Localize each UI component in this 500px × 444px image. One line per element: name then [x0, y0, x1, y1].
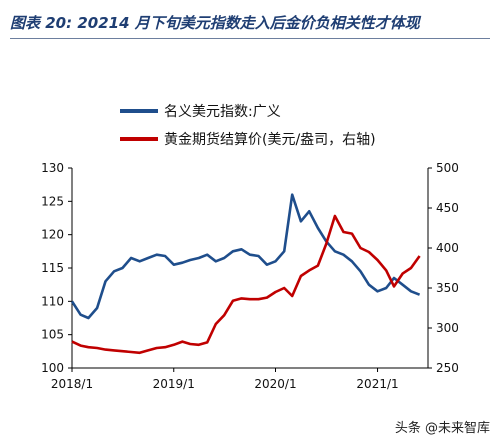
x-tick-label: 2020/1: [254, 377, 296, 391]
y-tick-label-left: 130: [41, 161, 64, 175]
y-tick-label-right: 250: [436, 361, 459, 375]
y-tick-label-right: 300: [436, 321, 459, 335]
y-tick-label-left: 115: [41, 261, 64, 275]
x-tick-label: 2018/1: [51, 377, 93, 391]
y-tick-label-left: 100: [41, 361, 64, 375]
y-tick-label-left: 120: [41, 228, 64, 242]
legend: 名义美元指数:广义 黄金期货结算价(美元/盎司，右轴): [120, 100, 376, 156]
x-tick-label: 2021/1: [356, 377, 398, 391]
axes: [68, 167, 432, 372]
legend-swatch-usd: [120, 109, 158, 113]
y-tick-label-left: 125: [41, 194, 64, 208]
legend-label-gold: 黄金期货结算价(美元/盎司，右轴): [164, 132, 376, 148]
y-tick-label-left: 105: [41, 328, 64, 342]
legend-swatch-gold: [120, 137, 158, 141]
y-tick-label-right: 450: [436, 201, 459, 215]
tick-labels: 100 105 110 115 120 125 130 250 300 350 400 450 500 2…: [41, 161, 459, 391]
series-line-usd-index: [70, 193, 421, 320]
watermark: 头条 @未来智库: [395, 417, 490, 436]
series-line-gold-price: [71, 214, 421, 355]
y-tick-label-right: 500: [436, 161, 459, 175]
legend-label-usd: 名义美元指数:广义: [164, 104, 281, 120]
legend-item-gold: 黄金期货结算价(美元/盎司，右轴): [120, 128, 376, 150]
watermark-text: 头条 @未来智库: [394, 421, 490, 436]
legend-item-usd: 名义美元指数:广义: [120, 100, 376, 122]
title-divider: [10, 38, 490, 39]
y-tick-label-right: 400: [436, 241, 459, 255]
y-tick-label-right: 350: [436, 281, 459, 295]
y-tick-label-left: 110: [41, 294, 64, 308]
chart-title: 图表 20: 20214 月下旬美元指数走入后金价负相关性才体现: [10, 14, 420, 32]
series-lines: [70, 193, 421, 355]
x-tick-label: 2019/1: [153, 377, 195, 391]
